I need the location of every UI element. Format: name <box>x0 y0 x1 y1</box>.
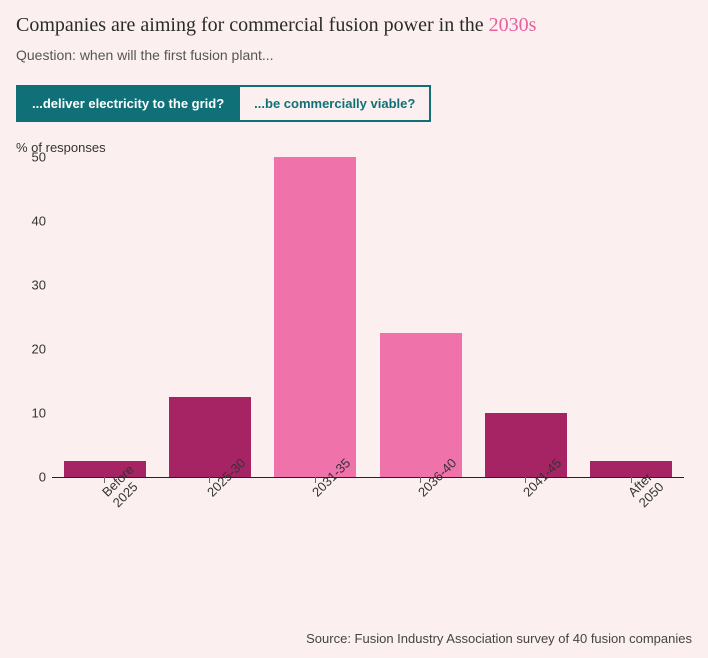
bar-slot <box>368 157 473 477</box>
source-text: Source: Fusion Industry Association surv… <box>306 631 692 646</box>
bar-slot <box>579 157 684 477</box>
tab-bar: ...deliver electricity to the grid? ...b… <box>16 85 692 122</box>
x-label-wrap: 2031-35 <box>263 481 368 537</box>
title-prefix: Companies are aiming for commercial fusi… <box>16 14 489 36</box>
bar-slot <box>157 157 262 477</box>
y-axis-label: % of responses <box>16 140 708 155</box>
x-label-wrap: Before 2025 <box>52 481 157 537</box>
x-label-wrap: 2036-40 <box>368 481 473 537</box>
bar-slot <box>263 157 368 477</box>
y-tick-label: 40 <box>18 214 46 229</box>
bar <box>274 157 356 477</box>
bar-chart: 01020304050 Before 20252025-302031-35203… <box>16 157 692 537</box>
x-label-wrap: 2025-30 <box>157 481 262 537</box>
y-tick-label: 20 <box>18 342 46 357</box>
bar-slot <box>473 157 578 477</box>
y-tick-label: 50 <box>18 150 46 165</box>
page-title: Companies are aiming for commercial fusi… <box>16 14 692 37</box>
y-tick-label: 10 <box>18 406 46 421</box>
tab-deliver-electricity[interactable]: ...deliver electricity to the grid? <box>16 85 240 122</box>
bar <box>590 461 672 477</box>
question-text: Question: when will the first fusion pla… <box>16 47 692 63</box>
bar-slot <box>52 157 157 477</box>
y-tick-label: 30 <box>18 278 46 293</box>
title-emphasis: 2030s <box>489 14 537 36</box>
x-label-wrap: 2041-45 <box>473 481 578 537</box>
bars-container <box>52 157 684 477</box>
x-label-wrap: After 2050 <box>579 481 684 537</box>
y-tick-label: 0 <box>18 470 46 485</box>
tab-commercially-viable[interactable]: ...be commercially viable? <box>238 85 431 122</box>
